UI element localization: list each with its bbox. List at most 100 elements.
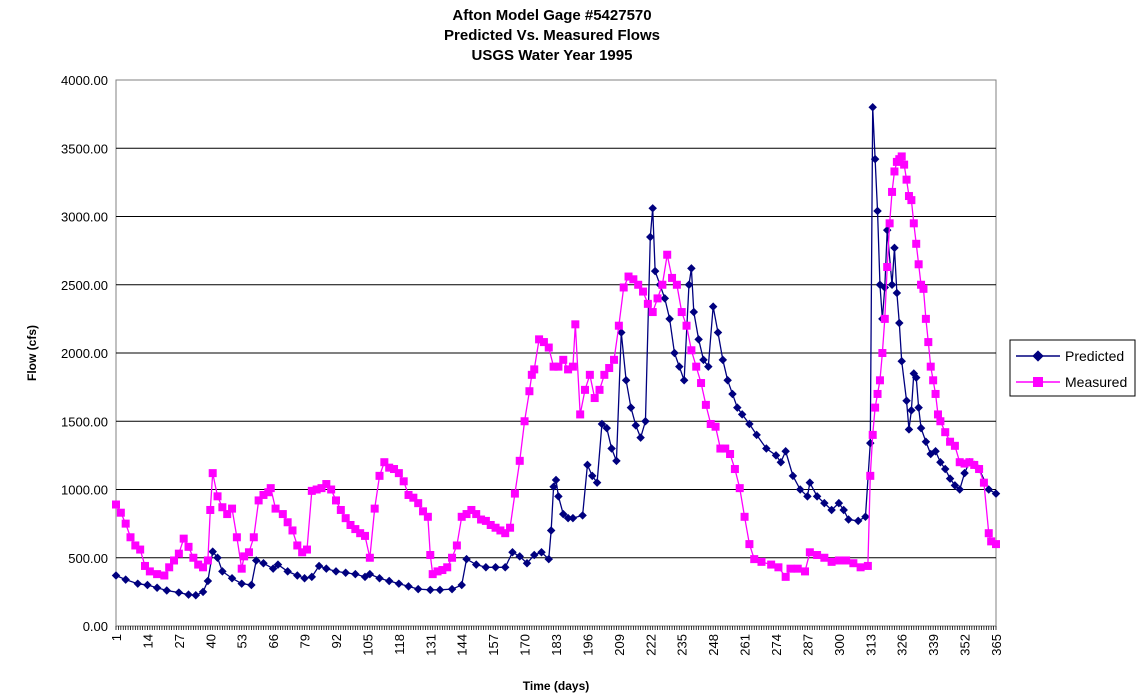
point-predicted <box>650 266 660 276</box>
point-measured <box>878 349 887 357</box>
x-tick-label: 105 <box>360 634 375 656</box>
point-measured <box>259 490 268 499</box>
point-predicted <box>351 569 360 579</box>
x-axis-ticks: 1 14 27 40 53 66 79 92 105 118 131 144 157 170 183 196 2… <box>109 626 1004 656</box>
point-measured <box>189 553 198 562</box>
series-layer <box>111 103 1001 600</box>
x-tick-label: 40 <box>203 634 218 648</box>
point-measured <box>549 362 558 371</box>
y-axis-ticks: 0.00 500.00 1000.00 1500.00 2000.00 2500.00 30… <box>61 73 108 634</box>
x-tick-label: 92 <box>329 634 344 648</box>
point-predicted <box>515 552 524 561</box>
point-predicted <box>776 457 786 467</box>
point-measured <box>711 422 720 431</box>
x-axis-label: Time (days) <box>523 679 589 693</box>
x-tick-label: 183 <box>549 634 564 656</box>
x-tick-label: 1 <box>109 634 124 641</box>
point-measured <box>658 280 667 289</box>
point-predicted <box>375 573 384 583</box>
point-measured <box>866 471 875 480</box>
point-measured <box>530 365 539 374</box>
point-measured <box>871 403 880 412</box>
legend-box <box>1009 339 1136 397</box>
point-predicted <box>931 447 940 456</box>
point-measured <box>801 567 810 576</box>
point-measured <box>687 346 696 355</box>
point-measured <box>735 484 744 493</box>
point-predicted <box>694 335 703 344</box>
x-tick-label: 313 <box>863 634 878 656</box>
point-predicted <box>788 471 798 481</box>
point-measured <box>278 510 287 519</box>
point-predicted <box>803 492 812 501</box>
point-measured <box>805 548 814 557</box>
point-measured <box>414 499 423 508</box>
point-measured <box>912 239 921 248</box>
point-measured <box>929 376 938 385</box>
x-tick-label: 300 <box>832 634 847 656</box>
point-predicted <box>936 457 945 467</box>
chart-title-line-3: USGS Water Year 1995 <box>472 47 633 64</box>
point-predicted <box>728 389 737 399</box>
point-predicted <box>733 403 742 412</box>
point-predicted <box>447 584 457 594</box>
point-predicted <box>631 421 641 430</box>
point-measured <box>327 485 336 494</box>
point-measured <box>568 362 577 371</box>
x-tick-label: 365 <box>989 634 1004 656</box>
chart-title-line-1: Afton Model Gage #5427570 <box>452 7 651 24</box>
point-predicted <box>904 425 914 434</box>
point-measured <box>745 540 754 549</box>
point-measured <box>438 566 447 575</box>
point-predicted <box>268 564 278 573</box>
point-predicted <box>621 376 631 385</box>
point-measured <box>701 400 710 409</box>
point-measured <box>634 280 643 289</box>
point-measured <box>873 389 882 398</box>
legend: Predicted Measured <box>1009 339 1136 397</box>
y-tick-label: 0.00 <box>83 619 108 634</box>
point-predicted <box>641 417 650 426</box>
point-predicted <box>500 563 510 572</box>
point-measured <box>477 515 486 524</box>
point-measured <box>203 556 212 565</box>
point-predicted <box>537 548 546 557</box>
point-measured <box>293 541 302 550</box>
point-predicted <box>300 573 309 583</box>
point-predicted <box>911 373 921 382</box>
point-measured <box>672 280 681 289</box>
point-predicted <box>314 561 324 571</box>
point-measured <box>165 563 174 572</box>
point-predicted <box>554 492 563 501</box>
point-measured <box>781 572 790 581</box>
point-measured <box>153 570 162 579</box>
point-measured <box>992 540 1000 549</box>
point-measured <box>223 510 232 519</box>
point-measured <box>240 552 249 561</box>
point-measured <box>888 187 897 196</box>
point-measured <box>692 362 701 371</box>
x-tick-label: 339 <box>926 634 941 656</box>
point-measured <box>249 533 258 542</box>
point-measured <box>677 308 686 317</box>
point-predicted <box>273 560 283 569</box>
point-measured <box>409 493 418 502</box>
point-measured <box>730 465 739 474</box>
point-measured <box>571 320 580 329</box>
point-measured <box>924 338 933 347</box>
point-measured <box>302 545 311 554</box>
point-measured <box>298 548 307 557</box>
point-predicted <box>293 571 302 580</box>
point-predicted <box>563 513 573 523</box>
point-predicted <box>718 355 728 365</box>
point-predicted <box>752 430 761 440</box>
point-measured <box>907 196 916 205</box>
point-predicted <box>491 563 500 572</box>
point-measured <box>322 480 331 489</box>
point-measured <box>581 385 590 394</box>
point-measured <box>486 520 495 529</box>
point-predicted <box>626 403 636 412</box>
point-measured <box>904 192 913 201</box>
point-measured <box>883 263 892 272</box>
